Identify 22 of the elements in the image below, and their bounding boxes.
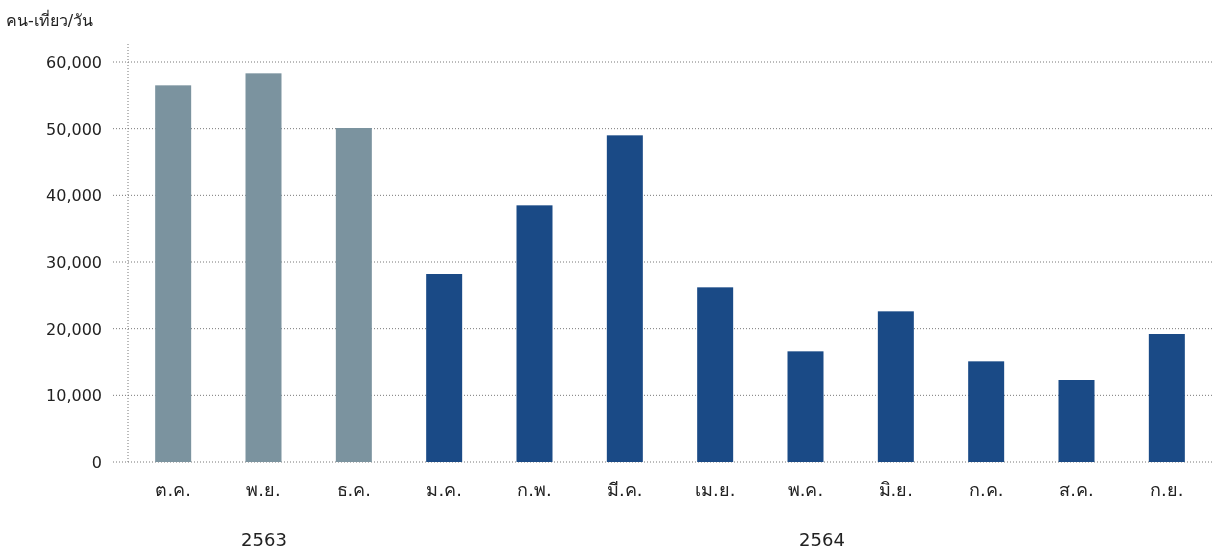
x-tick-label: พ.ค. <box>787 479 824 500</box>
x-tick-label: ก.พ. <box>517 479 552 500</box>
y-tick-label: 30,000 <box>46 253 102 272</box>
x-tick-label: ก.ย. <box>1150 479 1184 500</box>
y-axis-title: คน-เที่ยว/วัน <box>6 9 94 30</box>
y-tick-label: 10,000 <box>46 386 102 406</box>
x-tick-label: มี.ค. <box>607 479 643 500</box>
x-tick-label: เม.ย. <box>694 479 736 500</box>
y-tick-label: 0 <box>91 453 102 472</box>
x-tick-label: ม.ค. <box>426 479 462 500</box>
text: 2564 <box>799 529 845 550</box>
x-tick-label: พ.ย. <box>246 479 281 500</box>
y-tick-label: 40,000 <box>46 186 102 206</box>
x-tick-label: มิ.ย. <box>878 479 914 500</box>
y-tick-label: 50,000 <box>46 119 102 139</box>
y-tick-label: 20,000 <box>46 319 102 339</box>
x-tick-label: ต.ค. <box>155 479 191 500</box>
text: 2563 <box>241 529 287 550</box>
x-tick-label: ก.ค. <box>968 479 1004 500</box>
y-tick-label: 60,000 <box>46 53 102 72</box>
x-tick-label: ธ.ค. <box>336 479 372 500</box>
x-tick-label: ส.ค. <box>1059 479 1094 500</box>
